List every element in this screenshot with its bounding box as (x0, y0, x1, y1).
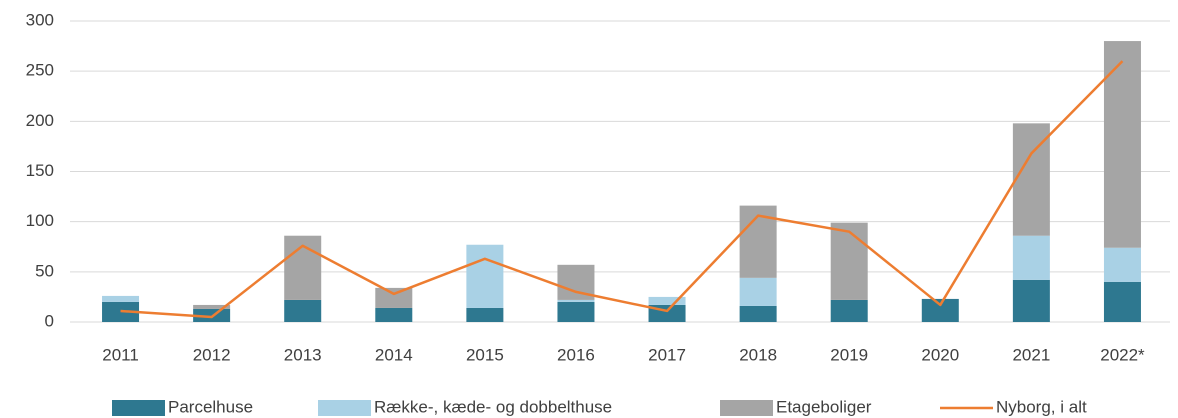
y-tick-label: 150 (26, 161, 54, 180)
x-tick-label: 2022* (1100, 345, 1145, 364)
bar-segment (1103, 281, 1141, 322)
bar-segment (466, 307, 504, 322)
legend-swatch (318, 400, 371, 416)
y-tick-label: 100 (26, 211, 54, 230)
bar-segment (1103, 41, 1141, 248)
y-tick-label: 250 (26, 61, 54, 80)
y-tick-label: 300 (26, 10, 54, 29)
bar-segment (557, 299, 595, 302)
x-tick-label: 2019 (830, 345, 868, 364)
bar-segment (830, 222, 868, 300)
bar-segment (375, 287, 413, 308)
x-tick-label: 2014 (375, 345, 413, 364)
bar-segment (1012, 235, 1050, 280)
x-tick-label: 2017 (648, 345, 686, 364)
legend-swatch (112, 400, 165, 416)
x-tick-label: 2018 (739, 345, 777, 364)
legend-swatch (720, 400, 773, 416)
x-tick-label: 2011 (102, 345, 139, 364)
bar-segment (557, 301, 595, 322)
bar-segment (921, 298, 959, 322)
bar-segment (193, 304, 231, 309)
y-tick-label: 50 (35, 261, 54, 280)
x-tick-label: 2020 (921, 345, 959, 364)
x-tick-label: 2015 (466, 345, 504, 364)
bar-segment (284, 299, 322, 322)
x-tick-label: 2021 (1012, 345, 1050, 364)
y-tick-label: 200 (26, 111, 54, 130)
line-series (120, 60, 1124, 319)
bar-segment (739, 305, 777, 322)
bar-segment (102, 295, 140, 302)
bar-segment (830, 299, 868, 322)
legend-label: Række-, kæde- og dobbelthuse (374, 397, 612, 416)
bar-segment (375, 307, 413, 322)
x-tick-label: 2012 (193, 345, 231, 364)
bar-segment (648, 296, 686, 305)
x-tick-label: 2013 (284, 345, 322, 364)
x-tick-label: 2016 (557, 345, 595, 364)
legend-label: Etageboliger (776, 397, 872, 416)
y-tick-label: 0 (45, 311, 54, 330)
bar-segment (739, 277, 777, 306)
bar-segment (1103, 247, 1141, 282)
bar-segment (466, 244, 504, 308)
legend-label: Nyborg, i alt (996, 397, 1087, 416)
bar-segment (1012, 279, 1050, 322)
legend-label: Parcelhuse (168, 397, 253, 416)
